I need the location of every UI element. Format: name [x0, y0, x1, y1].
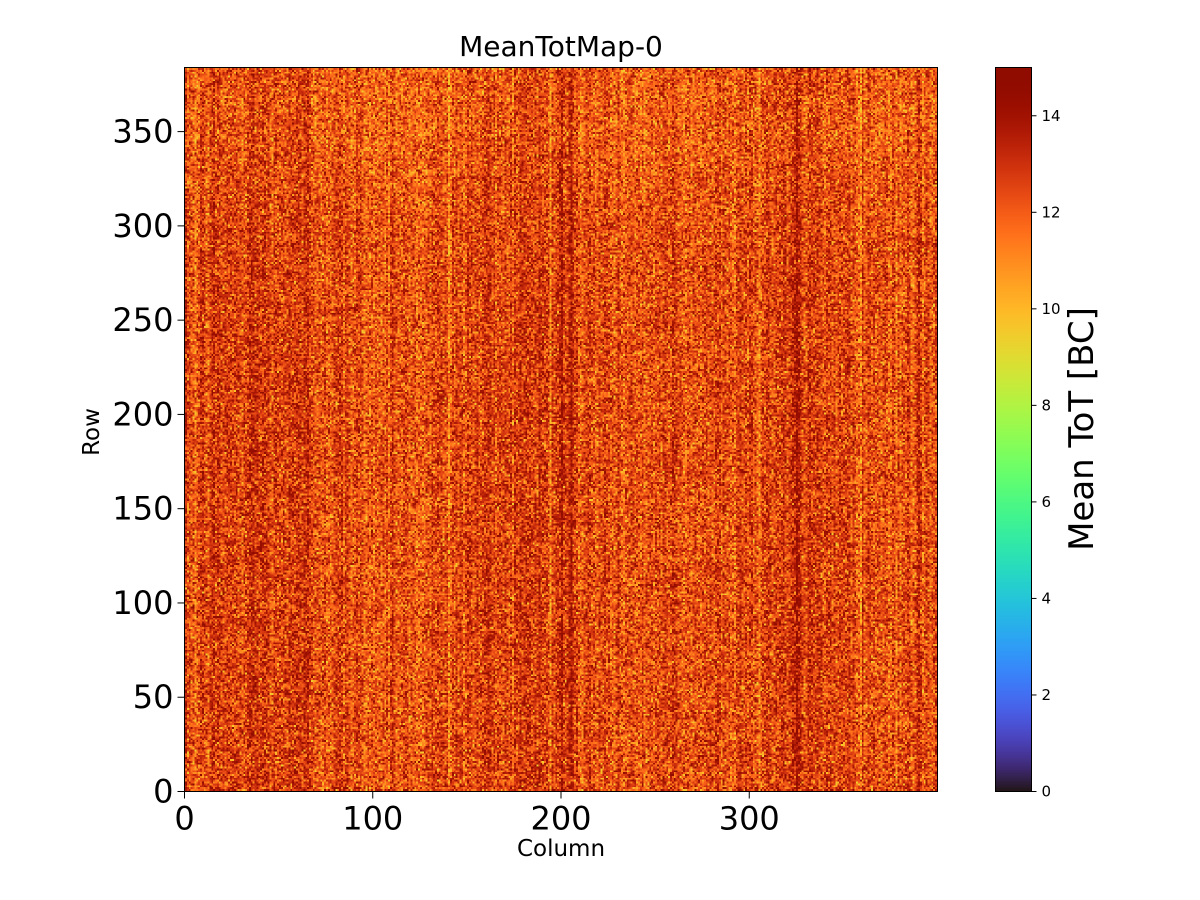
colorbar-tick-label: 10 [1042, 300, 1061, 318]
y-tick-label: 350 [112, 113, 173, 151]
colorbar-label: Mean ToT [BC] [1062, 307, 1102, 551]
colorbar-gradient [996, 68, 1031, 791]
x-tick-label: 300 [719, 800, 780, 838]
y-tick-label: 100 [112, 584, 173, 622]
y-tick-label: 250 [112, 301, 173, 339]
colorbar-tick-label: 6 [1042, 493, 1052, 511]
colorbar-tick-label: 14 [1042, 107, 1061, 125]
y-tick-label: 0 [153, 773, 173, 811]
y-axis-ticks: 0 50 100 150 200 250 300 350 [112, 113, 185, 811]
plot-frame [184, 67, 938, 792]
colorbar-tick-label: 2 [1042, 686, 1052, 704]
y-tick-label: 200 [112, 395, 173, 433]
y-tick-label: 50 [133, 678, 174, 716]
x-axis-label: Column [516, 836, 606, 862]
x-tick-label: 200 [530, 800, 591, 838]
colorbar-frame [995, 67, 1032, 792]
colorbar-tick-label: 0 [1042, 783, 1052, 801]
colorbar-tick-label: 8 [1042, 396, 1052, 414]
chart-title: MeanTotMap-0 [459, 30, 663, 63]
x-tick-label: 100 [342, 800, 403, 838]
colorbar-ticks: 0 2 4 6 8 10 12 14 [1031, 107, 1061, 801]
y-tick-label: 150 [112, 490, 173, 528]
y-axis-label: Row [79, 408, 105, 456]
heatmap-image [185, 68, 937, 791]
x-axis-ticks: 0 100 200 300 [174, 791, 780, 838]
y-tick-label: 300 [112, 207, 173, 245]
colorbar-tick-label: 12 [1042, 203, 1061, 221]
x-tick-label: 0 [174, 800, 194, 838]
colorbar-tick-label: 4 [1042, 589, 1052, 607]
